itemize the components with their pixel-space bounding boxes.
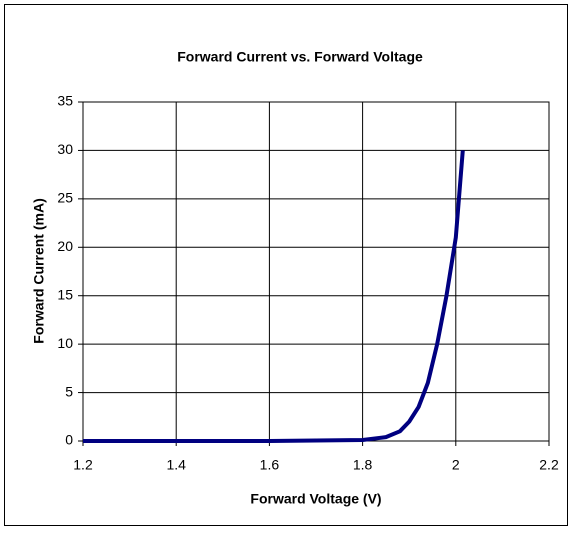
y-tick-label: 25 [57,190,73,206]
x-tick-label: 1.6 [260,457,280,473]
x-tick-label: 1.2 [73,457,93,473]
y-tick-label: 30 [57,141,73,157]
x-tick-label: 1.8 [353,457,373,473]
chart-title: Forward Current vs. Forward Voltage [177,49,423,65]
y-tick-label: 0 [65,432,73,448]
y-tick-label: 5 [65,383,73,399]
x-axis-title: Forward Voltage (V) [250,491,381,507]
y-axis-title: Forward Current (mA) [31,198,47,343]
y-tick-label: 10 [57,335,73,351]
x-tick-label: 2 [452,457,460,473]
x-tick-label: 2.2 [539,457,559,473]
y-tick-label: 15 [57,286,73,302]
plot-area [82,101,550,442]
y-tick-label: 20 [57,238,73,254]
x-tick-label: 1.4 [166,457,186,473]
y-tick-label: 35 [57,93,73,109]
data-line [83,150,465,443]
